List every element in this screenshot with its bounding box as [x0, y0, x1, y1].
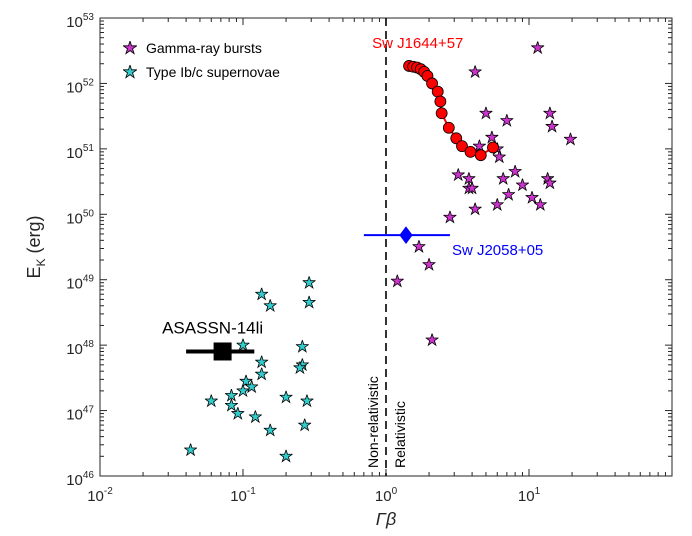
asassn-14li-point: [213, 342, 232, 361]
x-tick-labels: 10-2 10-1 100 101: [87, 486, 540, 505]
sw-j2058-label: Sw J2058+05: [452, 242, 543, 259]
sw-j1644-point: [456, 140, 468, 153]
sw-j2058-point: [399, 226, 413, 244]
sw-j1644-point: [431, 85, 444, 98]
y-axis-label: EK (erg): [24, 215, 48, 278]
y-tick-label: 1048: [66, 339, 94, 358]
sw-j1644-point: [450, 132, 463, 145]
y-tick-label: 1046: [66, 470, 94, 489]
y-tick-label: 1047: [66, 405, 94, 424]
x-axis-label: Γβ: [376, 509, 397, 529]
x-tick-label: 101: [518, 486, 541, 505]
sw-j1644-series: [403, 60, 499, 162]
axis-ticks: [99, 17, 673, 477]
sw-j1644-label: Sw J1644+57: [372, 35, 463, 52]
y-tick-label: 1052: [66, 77, 94, 96]
sw-j1644-point: [442, 121, 455, 134]
legend: Gamma-ray bursts Type Ib/c supernovae: [123, 40, 280, 80]
asassn-14li-marker-group: [186, 342, 255, 361]
sw-j1644-point: [435, 107, 448, 120]
y-tick-label: 1051: [66, 143, 94, 162]
x-tick-label: 10-1: [230, 486, 256, 505]
legend-grb-label: Gamma-ray bursts: [146, 40, 262, 56]
sw-j1644-point: [487, 141, 499, 154]
sw-j2058-marker-group: [363, 226, 450, 244]
non-relativistic-label: Non-relativistic: [365, 376, 381, 468]
y-tick-labels: 1046 1047 1048 1049 1050 1051 1052 1053: [66, 12, 94, 489]
sw-j1644-point: [434, 95, 447, 108]
sw-j1644-point: [426, 77, 438, 90]
asassn-14li-label: ASASSN-14li: [162, 318, 263, 337]
legend-snibc-label: Type Ib/c supernovae: [146, 64, 280, 80]
x-tick-label: 10-2: [87, 486, 113, 505]
y-tick-label: 1050: [66, 208, 94, 227]
y-tick-label: 1049: [66, 274, 94, 293]
x-tick-label: 100: [375, 486, 398, 505]
relativistic-label: Relativistic: [392, 401, 408, 468]
sw-j1644-point: [464, 145, 477, 158]
sw-j1644-point: [474, 149, 487, 162]
y-tick-label: 1053: [66, 12, 94, 31]
